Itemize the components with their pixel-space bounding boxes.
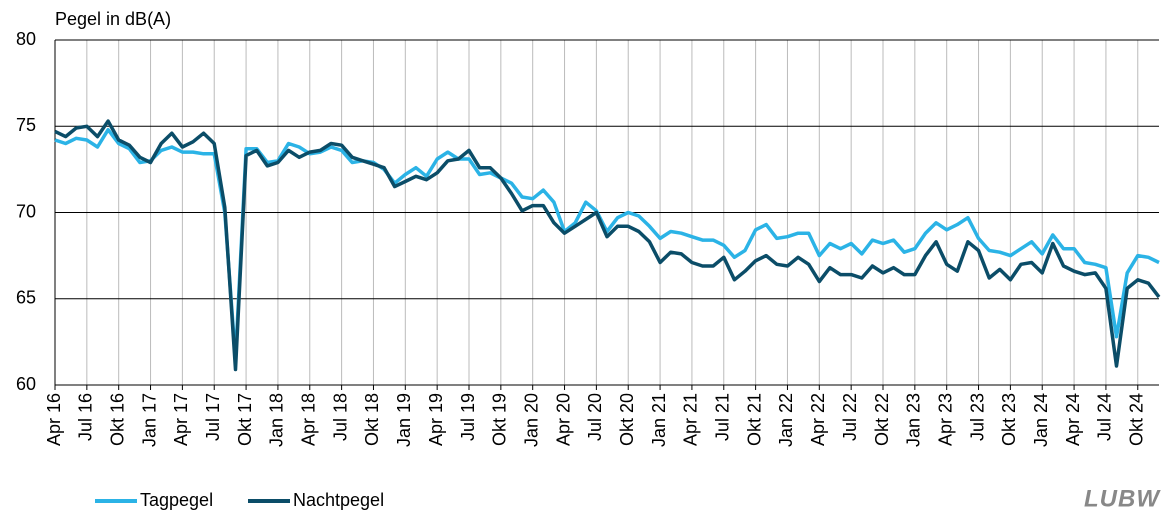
x-tick-label: Okt 19 [490, 393, 510, 446]
x-tick-label: Jan 17 [139, 393, 159, 447]
y-tick-label: 75 [16, 115, 36, 135]
x-tick-label: Jul 23 [967, 393, 987, 441]
x-tick-label: Jul 17 [203, 393, 223, 441]
x-tick-label: Okt 22 [872, 393, 892, 446]
x-tick-label: Okt 17 [235, 393, 255, 446]
x-tick-label: Jan 19 [394, 393, 414, 447]
x-tick-label: Apr 22 [808, 393, 828, 446]
x-tick-label: Okt 18 [362, 393, 382, 446]
x-tick-label: Jul 16 [76, 393, 96, 441]
x-tick-label: Apr 20 [553, 393, 573, 446]
y-tick-label: 65 [16, 288, 36, 308]
logo: LUBW [1084, 485, 1161, 512]
y-axis-label: Pegel in dB(A) [55, 9, 171, 29]
x-tick-label: Jan 20 [521, 393, 541, 447]
x-tick-label: Okt 24 [1127, 393, 1147, 446]
x-tick-label: Apr 17 [171, 393, 191, 446]
x-tick-label: Okt 21 [744, 393, 764, 446]
x-tick-label: Jul 21 [713, 393, 733, 441]
x-tick-label: Okt 16 [107, 393, 127, 446]
x-tick-label: Apr 19 [426, 393, 446, 446]
legend-label: Nachtpegel [293, 490, 384, 510]
legend-label: Tagpegel [140, 490, 213, 510]
x-tick-label: Jul 19 [458, 393, 478, 441]
x-tick-label: Jul 18 [330, 393, 350, 441]
x-tick-label: Jul 20 [585, 393, 605, 441]
x-tick-label: Okt 23 [999, 393, 1019, 446]
series-line [54, 127, 1160, 361]
x-tick-label: Apr 18 [299, 393, 319, 446]
x-tick-label: Jul 24 [1095, 393, 1115, 441]
series-line [54, 119, 1161, 372]
y-tick-label: 70 [16, 201, 36, 221]
x-tick-label: Jan 22 [776, 393, 796, 447]
x-tick-label: Apr 23 [935, 393, 955, 446]
x-tick-label: Apr 24 [1063, 393, 1083, 446]
x-tick-label: Jan 23 [904, 393, 924, 447]
y-tick-label: 60 [16, 374, 36, 394]
x-tick-label: Jan 21 [649, 393, 669, 447]
x-tick-label: Jan 24 [1031, 393, 1051, 447]
x-tick-label: Jan 18 [267, 393, 287, 447]
x-tick-label: Apr 16 [44, 393, 64, 446]
x-tick-label: Okt 20 [617, 393, 637, 446]
x-tick-label: Apr 21 [681, 393, 701, 446]
x-tick-label: Jul 22 [840, 393, 860, 441]
y-tick-label: 80 [16, 29, 36, 49]
